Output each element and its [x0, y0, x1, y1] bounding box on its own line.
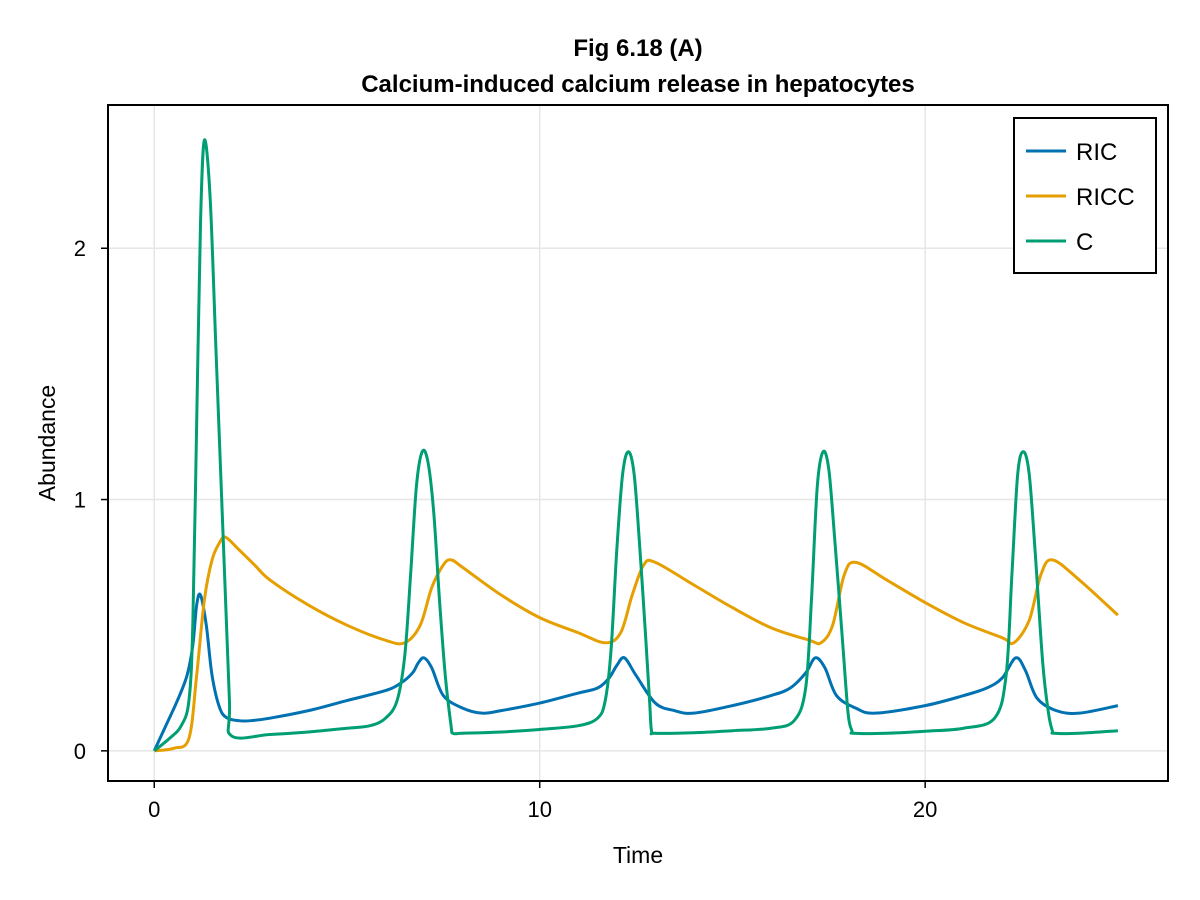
chart-title: Fig 6.18 (A) [573, 35, 702, 62]
axis-ticks: 0 10 20 0 1 2 [74, 236, 938, 822]
series-line-c [153, 138, 1118, 753]
x-tick-label: 0 [148, 797, 160, 822]
y-tick-label: 0 [74, 739, 86, 764]
plot-frame [107, 104, 1169, 782]
series-lines [152, 138, 1119, 753]
series-line-ric [152, 592, 1119, 752]
series-line-ricc [154, 535, 1119, 753]
y-tick-label: 1 [74, 488, 86, 513]
legend-label-c: C [1076, 229, 1093, 256]
grid-lines [108, 105, 1168, 781]
y-tick-label: 2 [74, 236, 86, 261]
x-axis-label: Time [613, 842, 663, 868]
legend: RIC RICC C [1013, 117, 1157, 274]
chart-subtitle: Calcium-induced calcium release in hepat… [361, 71, 915, 98]
legend-label-ric: RIC [1076, 139, 1117, 166]
x-tick-label: 20 [913, 797, 937, 822]
legend-label-ricc: RICC [1076, 184, 1135, 211]
x-tick-label: 10 [527, 797, 551, 822]
y-axis-label: Abundance [34, 385, 60, 501]
